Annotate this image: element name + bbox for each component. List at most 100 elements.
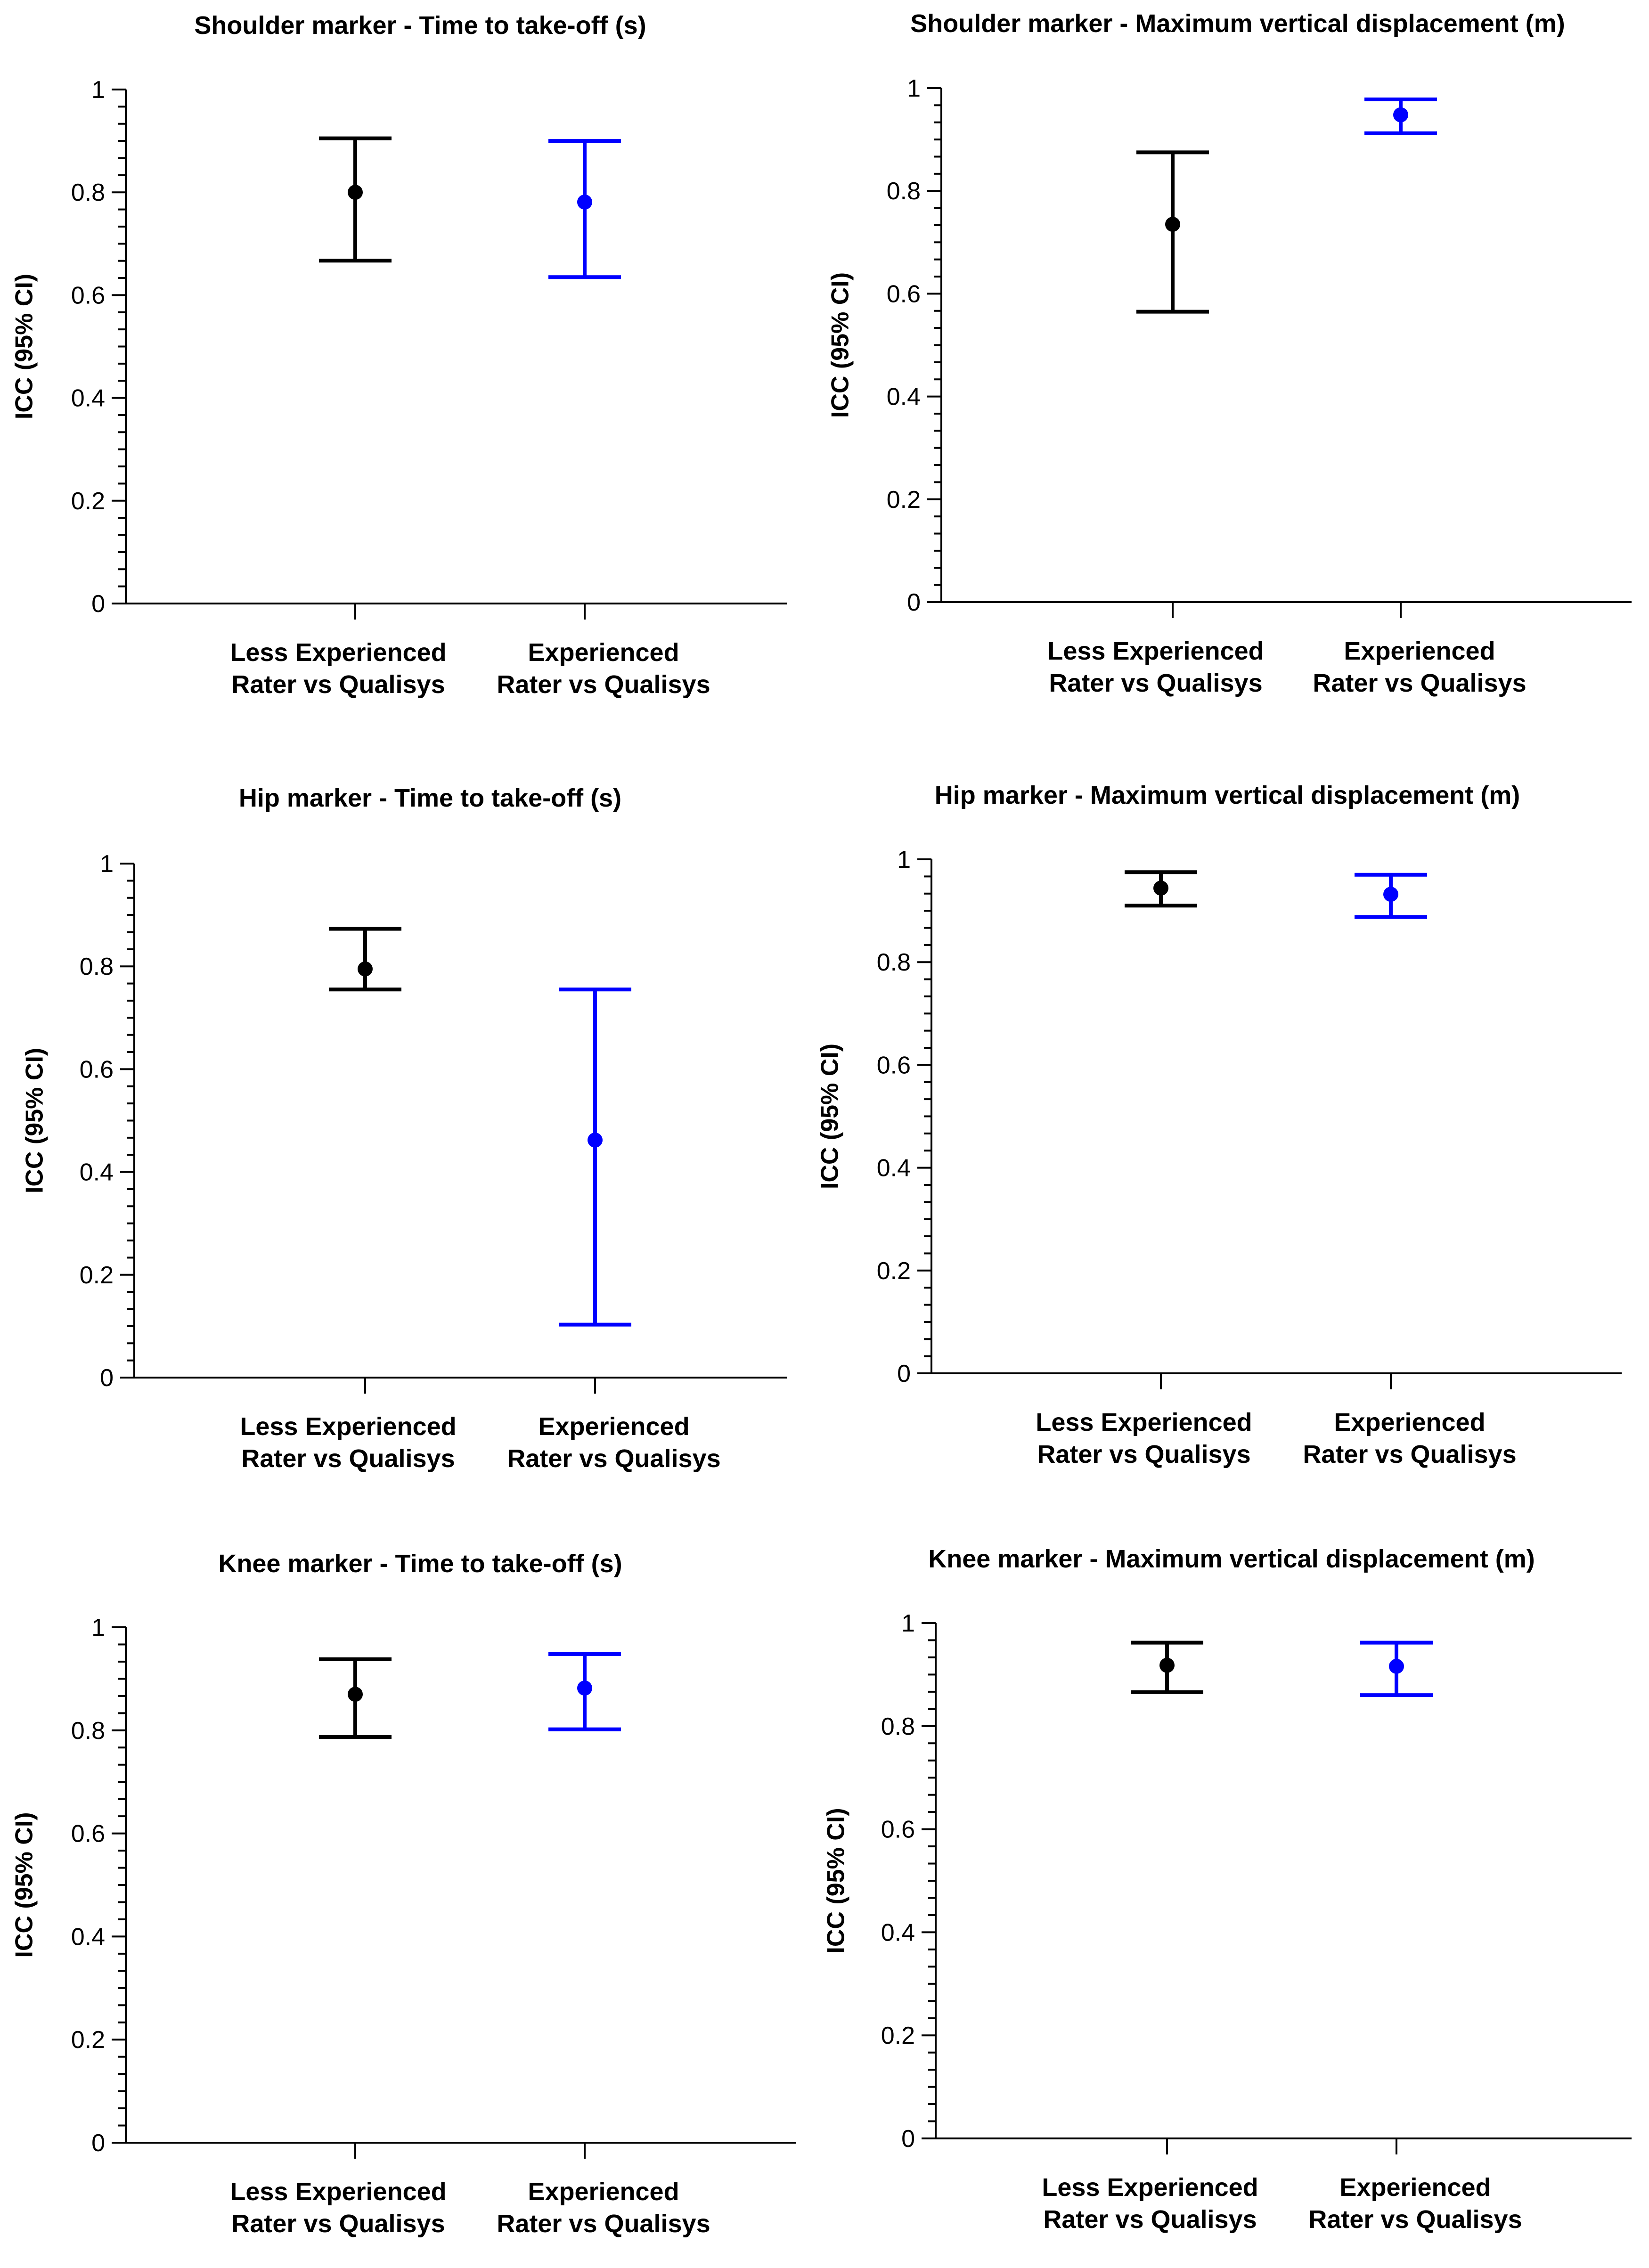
y-tick-label: 0.2 — [877, 1257, 911, 1285]
error-bar-group-experienced — [1364, 98, 1437, 136]
chart-panel-1: Shoulder marker - Time to take-off (s) IC… — [11, 11, 787, 699]
y-tick-label: 0.4 — [71, 385, 105, 412]
chart-panel-5: Knee marker - Time to take-off (s) ICC (9… — [11, 1550, 796, 2238]
error-bar-group-less-experienced — [319, 136, 392, 263]
x-category-label-line1: Experienced — [1334, 1408, 1485, 1436]
y-tick-label: 0 — [907, 589, 921, 616]
x-category-label-line2: Rater vs Qualisys — [1308, 2205, 1522, 2234]
x-category-label-line2: Rater vs Qualisys — [507, 1444, 720, 1473]
y-tick-label: 0.8 — [71, 179, 105, 206]
y-axis-label: ICC (95% CI) — [827, 272, 854, 418]
y-tick-label: 0 — [897, 1360, 911, 1387]
x-category-label-line2: Rater vs Qualisys — [497, 670, 710, 699]
y-tick-label: 0.8 — [80, 953, 114, 980]
y-tick-label: 0.4 — [71, 1923, 105, 1950]
y-tick-label: 0 — [100, 1364, 114, 1392]
y-tick-label: 0.2 — [881, 2022, 915, 2049]
y-axis-label: ICC (95% CI) — [11, 1812, 38, 1958]
chart-panel-2: Shoulder marker - Maximum vertical displ… — [827, 9, 1632, 697]
y-tick-label: 0 — [901, 2125, 915, 2153]
x-category-label-line1: Experienced — [528, 2178, 679, 2206]
x-category-label-line2: Rater vs Qualisys — [231, 670, 445, 699]
y-tick-label: 1 — [897, 846, 911, 873]
x-category-label-line1: Experienced — [528, 638, 679, 667]
icc-point — [1159, 1657, 1175, 1673]
icc-point — [1383, 887, 1398, 902]
x-category-label-line1: Less Experienced — [230, 2178, 446, 2206]
y-tick-label: 1 — [907, 75, 921, 102]
y-tick-label: 0.2 — [71, 488, 105, 515]
y-tick-label: 0.6 — [71, 282, 105, 309]
icc-point — [588, 1132, 603, 1148]
y-axis-label: ICC (95% CI) — [11, 274, 38, 419]
x-category-label-line2: Rater vs Qualisys — [497, 2210, 710, 2238]
chart-panel-3: Hip marker - Time to take-off (s) ICC (95… — [21, 784, 787, 1473]
y-tick-label: 0.8 — [887, 178, 921, 205]
chart-panel-6: Knee marker - Maximum vertical displacem… — [823, 1545, 1632, 2234]
y-tick-label: 0.8 — [71, 1717, 105, 1745]
y-tick-label: 0.6 — [881, 1816, 915, 1844]
y-axis-label: ICC (95% CI) — [21, 1048, 49, 1193]
y-tick-label: 0.6 — [887, 280, 921, 308]
y-tick-label: 0.8 — [881, 1713, 915, 1740]
icc-point — [358, 961, 373, 977]
chart-title: Hip marker - Time to take-off (s) — [239, 784, 621, 812]
error-bar-group-less-experienced — [319, 1657, 392, 1739]
y-tick-label: 0.2 — [887, 486, 921, 514]
error-bar-group-less-experienced — [329, 927, 401, 992]
x-category-label-line1: Experienced — [538, 1412, 689, 1441]
x-category-label-line1: Less Experienced — [230, 638, 446, 667]
y-tick-label: 0.2 — [80, 1262, 114, 1289]
icc-point — [1393, 107, 1408, 122]
y-tick-label: 0 — [91, 2129, 105, 2157]
x-category-label-line1: Less Experienced — [1036, 1408, 1252, 1436]
x-category-label-line2: Rater vs Qualisys — [241, 1444, 455, 1473]
y-axis-label: ICC (95% CI) — [816, 1044, 844, 1189]
chart-title: Shoulder marker - Time to take-off (s) — [194, 11, 646, 40]
y-axis-label: ICC (95% CI) — [823, 1808, 850, 1953]
y-tick-label: 0.4 — [877, 1155, 911, 1182]
y-tick-label: 0.4 — [80, 1159, 114, 1186]
y-tick-label: 0.4 — [881, 1919, 915, 1946]
icc-point — [348, 1687, 363, 1702]
y-tick-label: 1 — [91, 76, 105, 104]
error-bar-group-less-experienced — [1136, 150, 1209, 314]
y-tick-label: 0.8 — [877, 949, 911, 976]
x-category-label-line2: Rater vs Qualisys — [1303, 1440, 1516, 1468]
y-tick-label: 1 — [91, 1614, 105, 1641]
chart-title: Hip marker - Maximum vertical displaceme… — [935, 781, 1520, 809]
x-category-label-line1: Experienced — [1339, 2173, 1491, 2202]
x-category-label-line1: Less Experienced — [1042, 2173, 1258, 2202]
chart-title: Shoulder marker - Maximum vertical displ… — [910, 9, 1565, 38]
chart-title: Knee marker - Time to take-off (s) — [218, 1550, 622, 1578]
y-tick-label: 0.4 — [887, 383, 921, 411]
icc-point — [348, 185, 363, 200]
x-category-label-line1: Less Experienced — [240, 1412, 456, 1441]
y-tick-label: 0 — [91, 590, 105, 618]
y-tick-label: 0.6 — [71, 1820, 105, 1848]
error-bar-group-less-experienced — [1125, 870, 1197, 908]
x-category-label-line2: Rater vs Qualisys — [231, 2210, 445, 2238]
chart-title: Knee marker - Maximum vertical displacem… — [928, 1545, 1535, 1573]
error-bar-group-experienced — [559, 987, 631, 1327]
icc-point — [577, 1681, 592, 1696]
icc-point — [1153, 881, 1168, 896]
icc-point — [1165, 217, 1180, 232]
error-bar-group-less-experienced — [1131, 1640, 1203, 1694]
x-category-label-line2: Rater vs Qualisys — [1313, 669, 1526, 697]
x-category-label-line1: Less Experienced — [1047, 637, 1264, 665]
icc-point — [577, 194, 592, 210]
y-tick-label: 0.6 — [877, 1052, 911, 1079]
x-category-label-line2: Rater vs Qualisys — [1043, 2205, 1257, 2234]
error-bar-group-experienced — [1360, 1640, 1433, 1697]
chart-panel-4: Hip marker - Maximum vertical displaceme… — [816, 781, 1622, 1468]
y-tick-label: 0.6 — [80, 1056, 114, 1083]
x-category-label-line2: Rater vs Qualisys — [1049, 669, 1262, 697]
error-bar-group-experienced — [1355, 873, 1427, 919]
icc-point — [1389, 1658, 1404, 1674]
x-category-label-line2: Rater vs Qualisys — [1037, 1440, 1250, 1468]
error-bar-group-experienced — [548, 139, 621, 279]
y-tick-label: 1 — [100, 850, 114, 878]
y-tick-label: 0.2 — [71, 2026, 105, 2054]
